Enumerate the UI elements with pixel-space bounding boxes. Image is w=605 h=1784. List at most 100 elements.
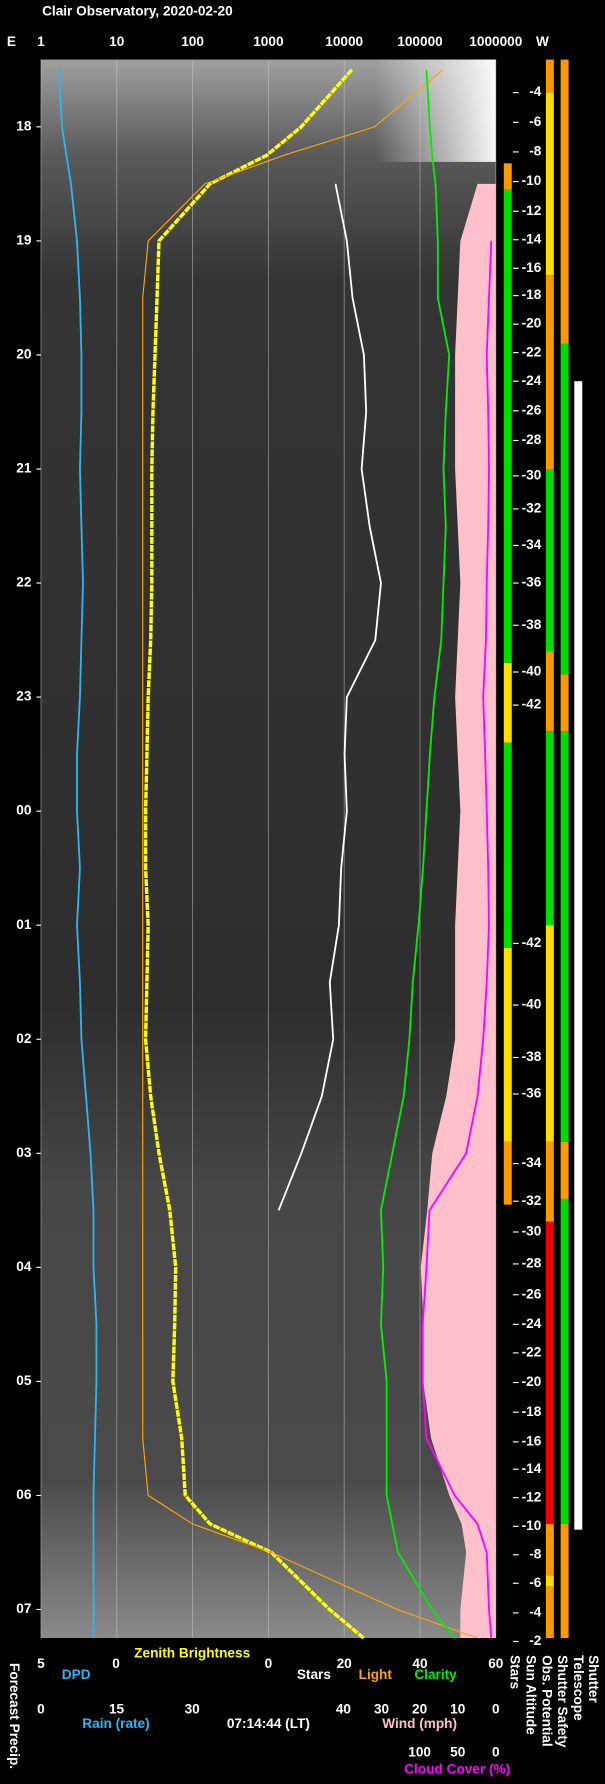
x-tick-label: 40 [336,1701,352,1716]
x-tick-label: 0 [37,1701,45,1716]
sun-altitude-label: -28 [522,432,542,447]
sun-altitude-label: -34 [522,1155,542,1170]
x-tick-label: 100 [181,34,204,49]
timestamp: 07:14:44 (LT) [227,1716,310,1731]
series-line [57,69,98,1639]
sun-altitude-label: -14 [522,1461,542,1476]
sun-altitude-label: -30 [522,1224,542,1239]
y-tick-label: 06 [16,1487,32,1502]
x-tick-label: 60 [488,1656,504,1671]
x-tick-label: 30 [185,1701,201,1716]
status-segment [574,381,583,1530]
x-tick-label: 0 [492,1744,500,1759]
status-segment [545,1523,554,1576]
series-line [277,183,382,1211]
y-tick-label: 23 [16,689,32,704]
status-segment [545,59,554,93]
x-tick-label: 5 [37,1656,45,1671]
axis-title: Rain (rate) [82,1716,149,1731]
series-label: Light [359,1667,393,1682]
sun-altitude-label: -42 [522,697,542,712]
sun-altitude-label: -24 [522,373,542,388]
sun-altitude-label: -16 [522,1433,542,1448]
column-title: Shutter Safety [555,1655,570,1748]
y-tick-label: 18 [16,118,32,133]
x-tick-label: 20 [337,1656,353,1671]
x-tick-label: 15 [109,1701,125,1716]
x-tick-label: 10000 [325,34,363,49]
y-tick-label: 01 [16,917,32,932]
y-tick-label: 21 [16,461,32,476]
sun-altitude-label: -38 [522,1049,542,1064]
status-segment [545,1141,554,1222]
x-tick-label: 50 [450,1744,466,1759]
status-segment [545,275,554,469]
sun-altitude-label: -2 [529,1633,542,1648]
status-segment [560,1198,569,1524]
sun-altitude-label: -6 [529,1575,542,1590]
status-segment [503,948,512,1142]
sun-altitude-label: -12 [522,1489,542,1504]
sun-altitude-label: -40 [522,997,542,1012]
sun-altitude-label: -22 [522,1344,542,1359]
series-label: Zenith Brightness [134,1644,251,1661]
series-label: Stars [297,1667,332,1682]
status-segment [545,651,554,732]
sun-altitude-label: -16 [522,260,542,275]
sun-altitude-label: -14 [522,231,542,246]
status-segment [560,59,569,344]
sun-altitude-label: -20 [522,316,542,331]
x-tick-label: 20 [412,1701,428,1716]
y-tick-label: 05 [16,1373,32,1388]
sun-altitude-label: -28 [522,1256,542,1271]
sun-altitude-label: -42 [522,935,542,950]
sun-altitude-label: -20 [522,1374,542,1389]
sun-altitude-label: -10 [522,1518,542,1533]
series-label: DPD [62,1667,91,1682]
status-segment [545,731,554,926]
sun-altitude-label: -4 [529,84,542,99]
labels: Clair Observatory, 2020-02-20 E W 07:14:… [7,3,601,1776]
sun-altitude-label: -8 [529,1546,542,1561]
y-tick-label: 07 [16,1601,31,1616]
east-label: E [7,34,16,49]
status-segment [503,1141,512,1205]
sun-altitude-label: -18 [522,287,542,302]
zenith-label-box: Zenith Brightness [134,1644,251,1661]
status-segment [545,468,554,652]
series-line [143,68,365,1640]
area [420,183,496,1639]
twilight-glow [375,59,496,162]
series-line [142,69,478,1639]
status-segment [503,189,512,663]
sun-altitude-label: -18 [522,1404,542,1419]
y-tick-label: 22 [16,575,32,590]
x-tick-label: 100 [408,1744,431,1759]
column-title: Stars [507,1655,522,1690]
sun-altitude-label: -22 [522,344,542,359]
sun-altitude-label: -4 [529,1605,542,1620]
status-segment [560,343,569,675]
status-segment [545,92,554,276]
status-segment [545,925,554,1142]
sun-altitude-label: -40 [522,664,542,679]
sun-altitude-label: -36 [522,1086,542,1101]
sun-altitude-label: -12 [522,203,542,218]
sun-altitude-label: -26 [522,402,542,417]
x-tick-label: 30 [374,1701,390,1716]
axis-title: Cloud Cover (%) [404,1762,510,1777]
sun-altitude-label: -36 [522,575,542,590]
status-segment [503,742,512,949]
y-tick-label: 03 [16,1145,32,1160]
series-line [380,69,456,1639]
column-title: Telescope [571,1655,586,1721]
status-segment [545,1575,554,1587]
axis-title: Wind (mph) [382,1716,457,1731]
y-tick-label: 04 [16,1259,32,1274]
x-tick-label: 0 [112,1656,120,1671]
x-tick-label: 0 [492,1701,500,1716]
status-segment [545,1221,554,1524]
sun-altitude-label: -30 [522,467,542,482]
